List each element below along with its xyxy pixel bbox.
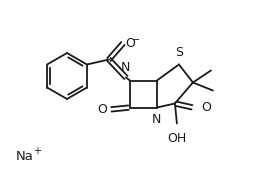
Text: OH: OH	[167, 132, 186, 144]
Text: O: O	[97, 103, 106, 116]
Text: +: +	[33, 146, 41, 156]
Text: S: S	[174, 47, 182, 59]
Text: O: O	[200, 101, 210, 114]
Text: −: −	[131, 35, 139, 45]
Text: N: N	[152, 114, 161, 127]
Text: N: N	[121, 61, 130, 75]
Text: O: O	[124, 37, 134, 50]
Text: Na: Na	[16, 149, 34, 162]
